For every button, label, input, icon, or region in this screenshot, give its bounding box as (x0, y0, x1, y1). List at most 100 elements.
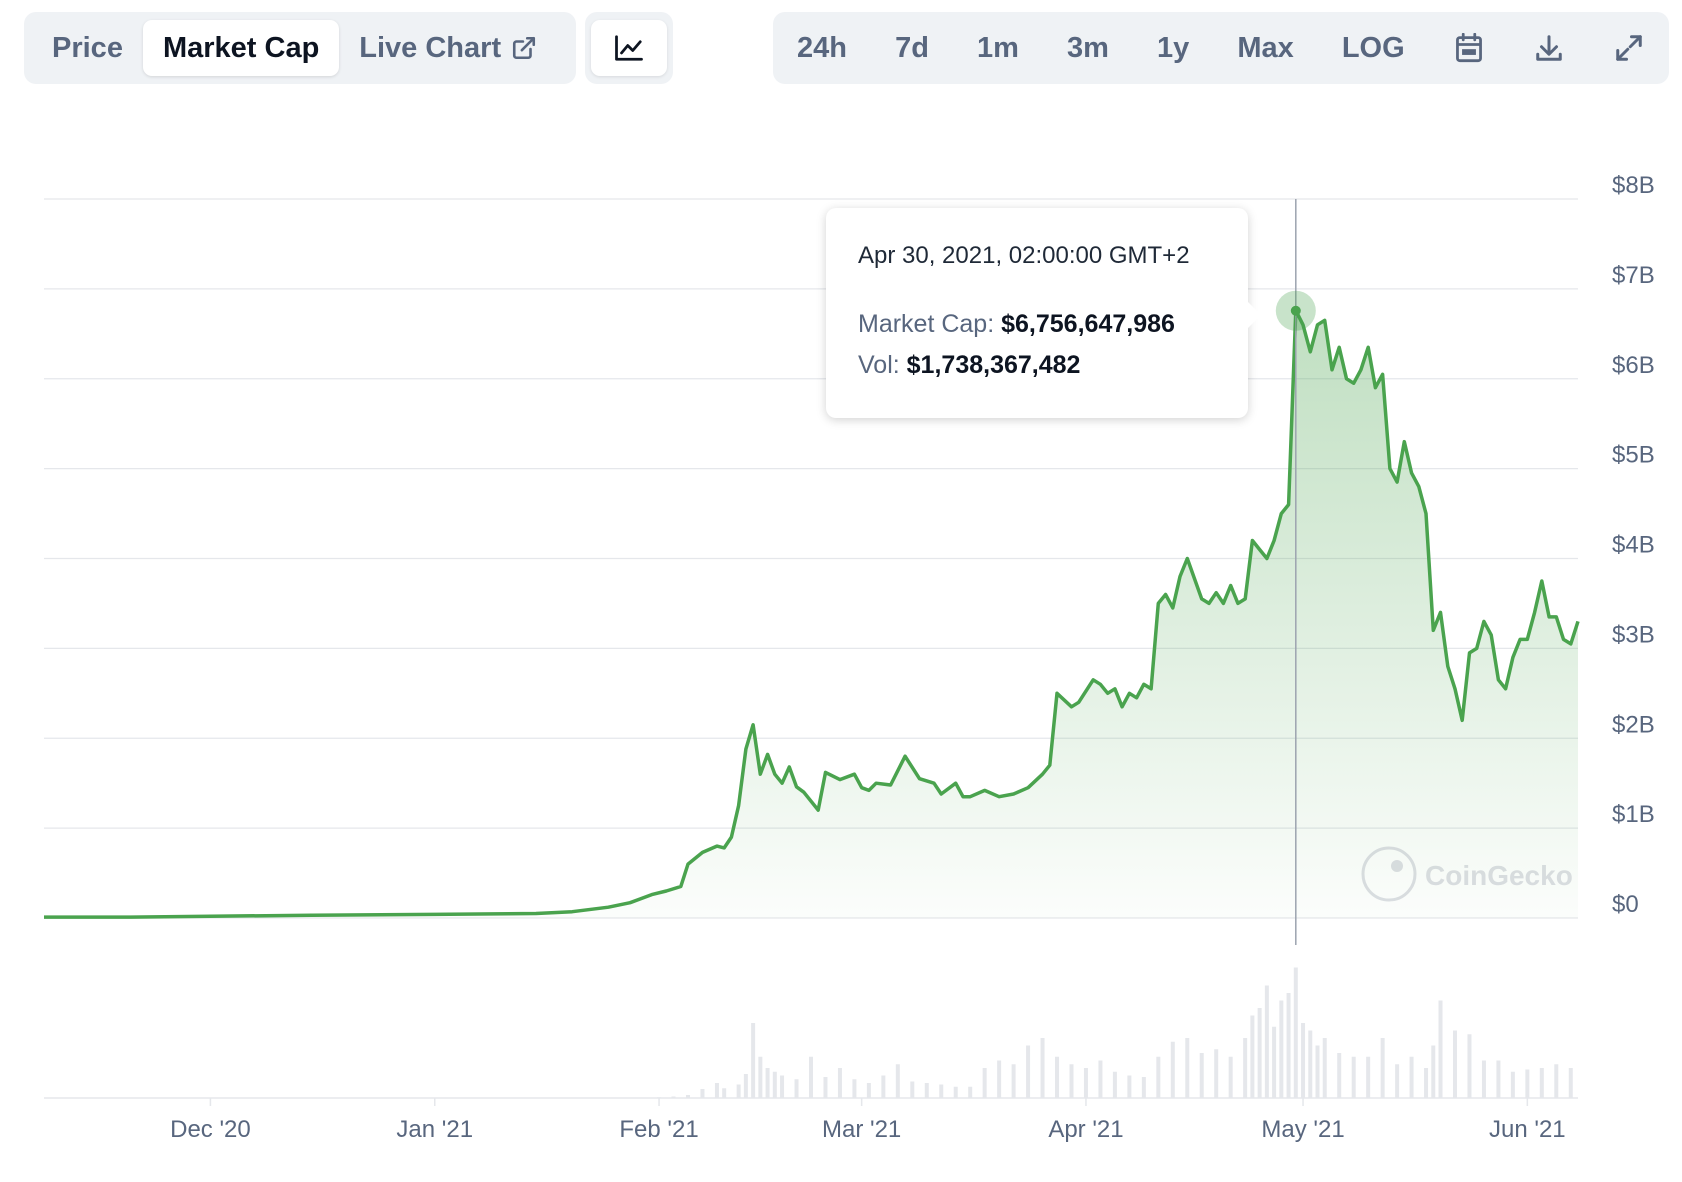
volume-bar (1069, 1064, 1074, 1098)
chart-tooltip: Apr 30, 2021, 02:00:00 GMT+2 Market Cap:… (826, 208, 1248, 418)
calendar-button[interactable] (1441, 20, 1497, 76)
calendar-icon (1455, 33, 1482, 63)
volume-bar (1438, 1000, 1443, 1098)
volume-bar (1525, 1069, 1530, 1098)
volume-bar (1554, 1064, 1559, 1098)
x-tick-label: Jan '21 (396, 1116, 473, 1143)
x-tick-label: May '21 (1261, 1116, 1344, 1143)
range-24h-button[interactable]: 24h (797, 31, 847, 64)
volume-bar (1098, 1060, 1103, 1098)
volume-bar (1243, 1038, 1248, 1098)
volume-bar (809, 1056, 813, 1098)
volume-bar (1279, 1000, 1284, 1098)
volume-bar (837, 1068, 842, 1098)
volume-bar (1228, 1056, 1233, 1098)
volume-bar (1467, 1034, 1472, 1098)
volume-bar (1040, 1038, 1045, 1098)
volume-bar (671, 1096, 676, 1098)
gecko-logo-icon (1361, 846, 1417, 902)
volume-bar (1264, 985, 1269, 1098)
volume-bar (1301, 1023, 1306, 1098)
tab-live-chart[interactable]: Live Chart (339, 20, 557, 76)
y-tick-label: $3B (1612, 621, 1655, 648)
volume-bar (700, 1089, 705, 1098)
tooltip-market-cap-label: Market Cap: (858, 310, 995, 338)
volume-bar (939, 1084, 944, 1098)
volume-bar (1431, 1045, 1436, 1098)
volume-bar (924, 1083, 929, 1098)
range-1m-button[interactable]: 1m (976, 31, 1019, 64)
volume-bar (1308, 1030, 1313, 1098)
download-button[interactable] (1521, 20, 1577, 76)
fullscreen-button[interactable] (1601, 20, 1657, 76)
volume-bar (982, 1068, 987, 1098)
volume-bar (953, 1086, 958, 1098)
range-1y-button[interactable]: 1y (1156, 31, 1190, 64)
volume-bar (1286, 993, 1291, 1098)
volume-bar (722, 1088, 727, 1098)
volume-bar (1424, 1068, 1429, 1098)
volume-bar (1366, 1056, 1371, 1098)
tooltip-market-cap: Market Cap: $6,756,647,986 (858, 310, 1216, 339)
volume-bar (1568, 1068, 1573, 1098)
volume-bar (968, 1086, 973, 1098)
watermark-text: CoinGecko (1425, 860, 1573, 891)
volume-bar (881, 1075, 886, 1098)
volume-bar (751, 1023, 756, 1098)
external-link-icon (513, 36, 536, 60)
volume-bar (1026, 1045, 1031, 1098)
volume-bar (1481, 1060, 1486, 1098)
volume-bar (852, 1079, 857, 1098)
volume-bar (1409, 1056, 1414, 1098)
volume-bar (1539, 1068, 1544, 1098)
range-max-button[interactable]: Max (1237, 31, 1294, 64)
x-tick-label: Dec '20 (170, 1116, 251, 1143)
volume-bar (1293, 967, 1298, 1098)
tab-price[interactable]: Price (32, 20, 143, 76)
y-tick-label: $8B (1612, 172, 1655, 199)
tab-market-cap-label: Market Cap (162, 31, 320, 64)
volume-bar (1214, 1049, 1219, 1098)
tooltip-volume: Vol: $1,738,367,482 (858, 351, 1216, 380)
tab-market-cap[interactable]: Market Cap (142, 20, 340, 76)
y-tick-label: $1B (1612, 801, 1655, 828)
volume-bar (866, 1083, 871, 1098)
y-tick-label: $2B (1612, 711, 1655, 738)
volume-bar (743, 1074, 748, 1098)
volume-bar (1141, 1077, 1146, 1098)
y-tick-label: $0 (1612, 891, 1639, 918)
volume-bar (1395, 1064, 1400, 1098)
tab-live-chart-label: Live Chart (359, 31, 502, 64)
volume-bar (1156, 1056, 1161, 1098)
range-3m-button[interactable]: 3m (1066, 31, 1109, 64)
volume-bar (758, 1056, 763, 1098)
volume-bar (1257, 1008, 1262, 1098)
highlight-point (1290, 305, 1301, 316)
volume-bar (685, 1095, 690, 1098)
volume-bar (1055, 1056, 1060, 1098)
volume-bar (1185, 1038, 1190, 1098)
volume-bar (1127, 1075, 1132, 1098)
range-7d-button[interactable]: 7d (895, 31, 929, 64)
volume-bar (1250, 1015, 1255, 1098)
volume-bar (736, 1084, 741, 1098)
download-icon (1536, 35, 1562, 61)
tooltip-pointer (1247, 301, 1261, 329)
view-tabs: Price Market Cap Live Chart (24, 12, 576, 84)
volume-bar (1496, 1060, 1501, 1098)
tooltip-vol-value: $1,738,367,482 (906, 351, 1081, 379)
chart-type-group (585, 12, 673, 84)
x-tick-label: Apr '21 (1048, 1116, 1123, 1143)
volume-bar (772, 1071, 777, 1098)
line-chart-button[interactable] (591, 20, 667, 76)
range-selector: 24h 7d 1m 3m 1y Max LOG (773, 12, 1669, 84)
volume-bar (794, 1079, 799, 1098)
tooltip-vol-label: Vol: (858, 351, 900, 379)
volume-bar (1337, 1053, 1342, 1098)
line-chart-icon (615, 35, 643, 61)
expand-icon (1616, 35, 1642, 61)
log-scale-button[interactable]: LOG (1341, 31, 1405, 64)
volume-bar (997, 1060, 1002, 1098)
volume-bar (1011, 1064, 1016, 1098)
